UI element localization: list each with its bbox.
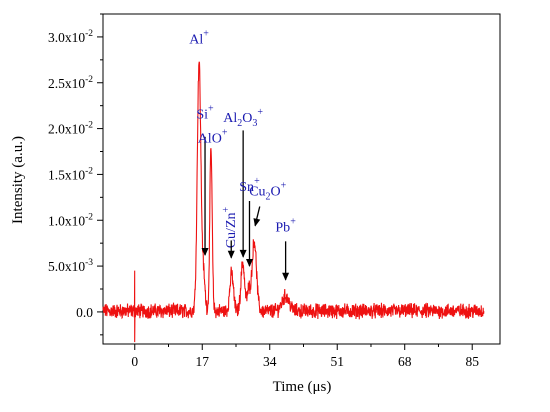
x-tick-label: 34 — [263, 354, 277, 369]
peak-arrow-head — [240, 250, 247, 258]
series-line — [103, 62, 484, 342]
x-tick-label: 85 — [465, 354, 479, 369]
y-tick-label: 1.0x10-2 — [48, 212, 93, 228]
y-tick-label: 1.5x10-2 — [48, 166, 93, 182]
y-tick-label: 2.0x10-2 — [48, 121, 93, 137]
y-tick-label: 5.0x10-3 — [48, 258, 93, 274]
y-tick-label: 3.0x10-2 — [48, 29, 93, 45]
peak-label: AlO+ — [198, 127, 228, 146]
peak-arrow-head — [282, 273, 289, 281]
peak-annotation-pb: Pb+ — [275, 216, 296, 281]
y-tick-label: 2.5x10-2 — [48, 75, 93, 91]
x-tick-label: 0 — [131, 354, 138, 369]
peak-annotation-cuzn: Cu/Zn+ — [221, 207, 239, 259]
plot-frame — [103, 14, 500, 344]
x-tick-label: 68 — [398, 354, 412, 369]
peak-label: Cu2O+ — [249, 181, 286, 203]
y-axis-title: Intensity (a.u.) — [10, 136, 26, 224]
peak-annotation-al: Al+ — [189, 28, 209, 47]
peak-annotation-alo: AlO+ — [198, 127, 228, 146]
peak-label: Pb+ — [275, 216, 296, 235]
annotation-layer: Al+Si+AlO+Cu/Zn+Al2O3+Sn+Cu2O+Pb+ — [189, 28, 296, 280]
peak-label: Cu/Zn+ — [221, 207, 239, 249]
peak-arrow-head — [228, 251, 235, 259]
peak-label: Si+ — [196, 104, 214, 123]
peak-label: Al2O3+ — [223, 107, 263, 129]
x-axis-title: Time (μs) — [273, 379, 332, 395]
x-tick-label: 51 — [330, 354, 344, 369]
y-tick-label: 0.0 — [76, 305, 93, 320]
series-layer — [103, 62, 484, 342]
x-tick-label: 17 — [196, 354, 210, 369]
peak-label: Al+ — [189, 28, 209, 47]
